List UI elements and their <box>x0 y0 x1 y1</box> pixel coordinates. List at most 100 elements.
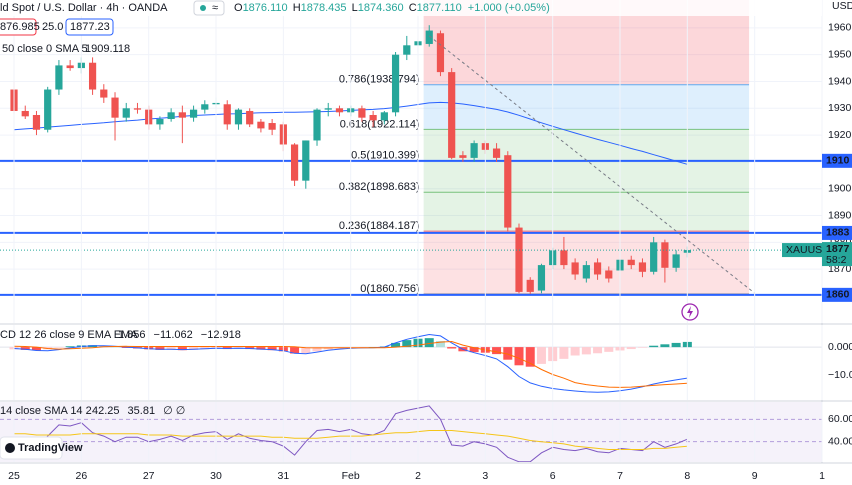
candle-body <box>369 114 377 121</box>
histogram-bar <box>469 347 479 353</box>
candle-body <box>661 242 669 268</box>
ohlc-key: O <box>234 2 243 14</box>
logo-box[interactable] <box>0 436 63 460</box>
ohlc-legend: O1876.110 H1878.435 L1874.360 C1877.110 … <box>234 2 550 14</box>
ohlc-key: C <box>409 2 417 14</box>
fib-band <box>423 160 750 193</box>
histogram-bar <box>189 347 199 350</box>
candle-body <box>21 110 29 117</box>
candle-body <box>335 108 344 113</box>
histogram-bar <box>402 340 412 348</box>
ohlc-value: 1876.110 <box>243 2 288 14</box>
histogram-bar <box>256 347 266 350</box>
x-tick-label: Feb <box>342 470 360 482</box>
logo-mark <box>5 443 15 453</box>
y-tick-label: 1940 <box>828 75 852 87</box>
change: +1.000 (+0.05%) <box>468 2 550 14</box>
status-icons[interactable] <box>193 0 225 16</box>
histogram-bar <box>626 347 636 350</box>
hline-tag <box>822 287 852 302</box>
histogram-bar <box>166 347 176 350</box>
ohlc-value: 1874.360 <box>358 2 404 14</box>
x-tick-label: 26 <box>76 470 88 482</box>
candle-body <box>403 45 411 55</box>
fib-label: 0.618(1922.114) <box>340 118 420 130</box>
axes: 2526273031Feb236789118701880189019001910… <box>8 0 852 482</box>
histogram-bar <box>435 340 445 348</box>
y-tick-label: 1930 <box>828 102 852 114</box>
histogram-bar <box>65 346 75 348</box>
candle-body <box>526 279 534 292</box>
symbol-tag-label: XAUUSD <box>786 244 830 256</box>
histogram-bar <box>20 347 30 350</box>
hline-tag-label: 1883 <box>826 227 850 239</box>
candle-body <box>448 72 456 158</box>
logo-text: TradingView <box>18 442 83 454</box>
histogram-bar <box>177 347 187 351</box>
buy-price: 1877.23 <box>70 21 110 33</box>
x-tick-label: 27 <box>143 470 155 482</box>
hline-tag <box>822 153 852 168</box>
candle-body <box>593 262 602 275</box>
histogram-bar <box>492 347 502 355</box>
rsi-value: 42.25 <box>92 405 120 417</box>
histogram-bar <box>424 338 434 348</box>
candle-body <box>560 250 568 266</box>
histogram-bar <box>593 347 603 354</box>
macd-pane <box>0 333 822 393</box>
histogram-bar <box>671 342 681 348</box>
sell-box[interactable] <box>0 18 37 36</box>
histogram-bar <box>447 347 457 349</box>
candle-body <box>537 265 546 291</box>
macd-value: −11.062 <box>154 329 193 341</box>
histogram-bar <box>290 347 300 354</box>
candle-body <box>358 108 366 118</box>
candle-body <box>605 270 613 279</box>
candle-body <box>672 254 680 268</box>
y-tick-label: 1920 <box>828 129 852 141</box>
candle-body <box>246 110 254 125</box>
candle-body <box>88 62 97 90</box>
macd-legend: CD 12 26 close 9 EMA EMA <box>0 329 138 341</box>
histogram-bar <box>301 347 311 354</box>
x-tick-label: 6 <box>550 470 556 482</box>
candle-body <box>257 121 265 129</box>
x-tick-label: 31 <box>278 470 290 482</box>
candle-body <box>571 262 579 275</box>
candle-body <box>167 112 175 120</box>
y-tick-label: 1960 <box>828 22 852 34</box>
histogram-bar <box>559 347 569 359</box>
price-tag-label: 1877 <box>826 243 850 255</box>
rsi-legend: 14 close SMA 14 2 <box>0 405 92 417</box>
fib-label: 0.382(1898.683) <box>339 181 420 193</box>
sma-value: 1909.118 <box>85 43 130 55</box>
candle-body <box>268 123 276 130</box>
ohlc-value: 1877.110 <box>417 2 462 14</box>
candle-body <box>436 33 445 73</box>
buy-box[interactable] <box>65 18 114 36</box>
x-tick-label: 2 <box>415 470 421 482</box>
histogram-bar <box>155 347 165 350</box>
fib-label: 0.236(1884.187) <box>339 220 420 232</box>
rsi-value: 35.81 <box>128 405 156 417</box>
fib-band <box>423 84 750 130</box>
histogram-bar <box>525 347 535 367</box>
candle-body <box>425 30 433 44</box>
ohlc-key: L <box>352 2 358 14</box>
candle-body <box>178 112 186 118</box>
x-tick-label: 9 <box>752 470 758 482</box>
candle-body <box>582 265 590 279</box>
candle-body <box>32 114 41 130</box>
symbol-title: ld Spot / U.S. Dollar · 4h · OANDA <box>0 2 168 14</box>
hline-tag-label: 1910 <box>826 155 850 167</box>
fib-label: 0.786(1938.794) <box>339 74 420 86</box>
histogram-bar <box>649 345 659 348</box>
y-tick-label: 1900 <box>828 182 852 194</box>
candle-body <box>515 227 523 292</box>
candle-body <box>324 108 332 110</box>
histogram-bar <box>514 347 524 366</box>
candle-body <box>302 140 310 181</box>
candle-body <box>650 242 658 272</box>
candle-body <box>234 109 243 125</box>
